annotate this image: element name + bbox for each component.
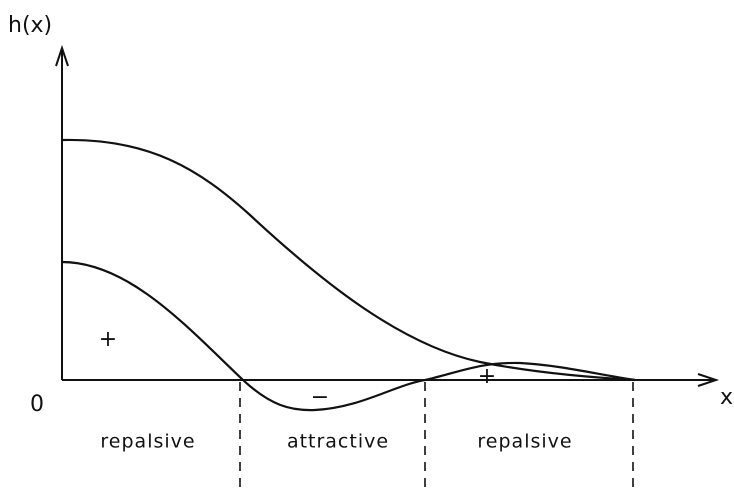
sign: + <box>99 327 117 352</box>
region-label: repalsive <box>477 431 572 453</box>
region-label: repalsive <box>100 431 195 453</box>
y-arrow <box>55 44 69 67</box>
sign: + <box>478 364 496 389</box>
region-label: attractive <box>287 431 389 453</box>
lower-curve <box>61 260 636 412</box>
y-axis-label: h(x) <box>8 13 52 38</box>
origin-label: 0 <box>30 392 44 417</box>
upper-curve <box>61 138 636 382</box>
sign: − <box>311 385 329 410</box>
x-arrow <box>697 373 720 387</box>
x-axis-label: x <box>720 385 733 410</box>
